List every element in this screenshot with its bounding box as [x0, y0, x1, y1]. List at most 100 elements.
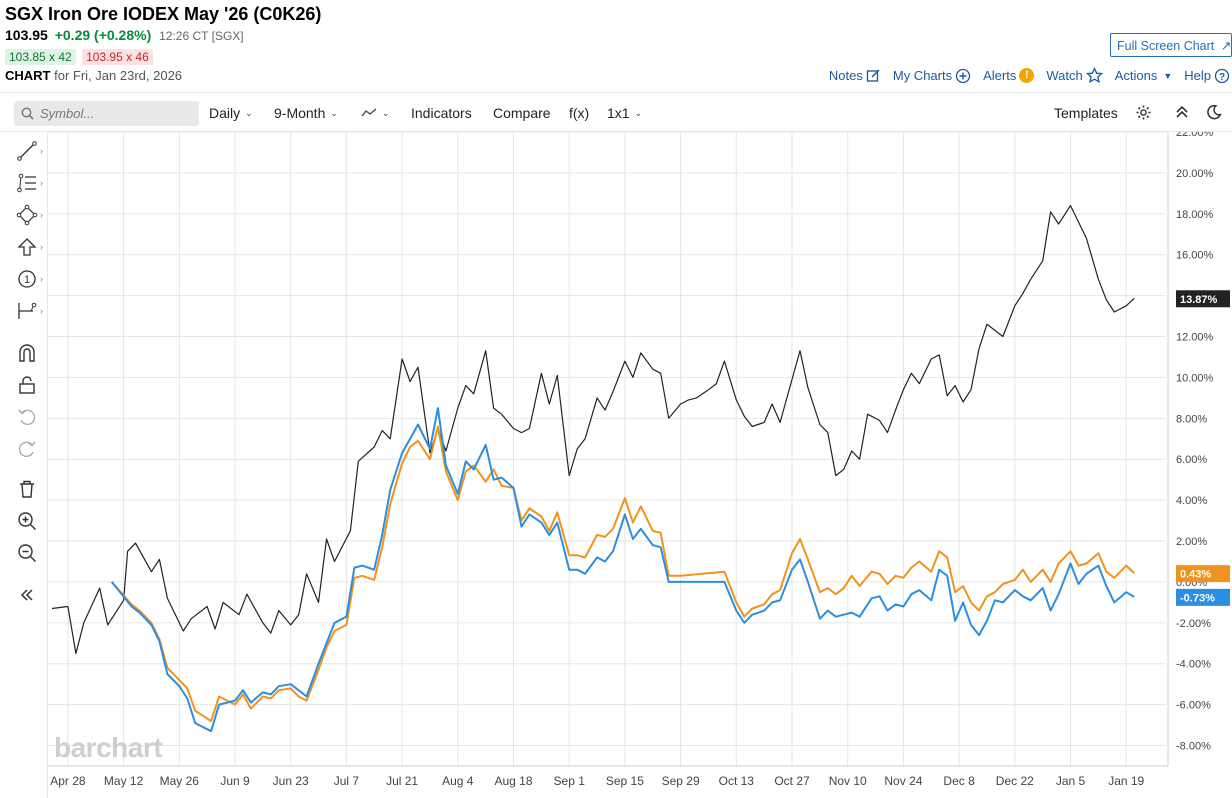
annotation-tool-icon[interactable]: 1 [16, 268, 38, 290]
moon-icon[interactable] [1206, 104, 1222, 120]
chart-label: CHART [5, 68, 51, 83]
my-charts-label: My Charts [892, 68, 953, 83]
y-tick-label: 20.00% [1176, 168, 1214, 180]
x-axis: Apr 28 May 12 May 26 Jun 9 Jun 23 Jul 7 Jul 21… [48, 765, 1168, 788]
y-tick-label: 12.00% [1176, 332, 1214, 344]
redo-icon[interactable] [16, 438, 38, 460]
price-chart[interactable]: 22.00%20.00%18.00%16.00%14.00%12.00%10.0… [48, 132, 1232, 798]
indicators-button[interactable]: Indicators [411, 105, 472, 121]
x-tick-label: Jul 21 [386, 774, 418, 788]
line-chart-icon [361, 108, 377, 117]
help-label: Help [1184, 68, 1211, 83]
chart-series [51, 205, 1135, 733]
chevron-down-icon: ⌄ [382, 108, 390, 118]
bid-badge: 103.85 x 42 [5, 49, 76, 65]
drawing-tools-panel: › › › › 1 › › [0, 132, 48, 798]
lock-icon[interactable] [16, 374, 38, 396]
templates-button[interactable]: Templates [1054, 105, 1118, 121]
full-screen-chart-button[interactable]: Full Screen Chart ↗ [1110, 33, 1232, 57]
x-tick-label: Dec 8 [943, 774, 975, 788]
y-tick-label: 16.00% [1176, 250, 1214, 262]
y-tick-label: 2.00% [1176, 536, 1207, 548]
series-line-2 [110, 407, 1135, 733]
x-tick-label: Aug 4 [442, 774, 474, 788]
chevron-right-icon[interactable]: › [40, 210, 43, 220]
notes-icon [866, 69, 880, 82]
fib-tool-icon[interactable] [16, 172, 38, 194]
chevron-right-icon[interactable]: › [40, 146, 43, 156]
zoom-in-icon[interactable] [16, 510, 38, 532]
alerts-button[interactable]: Alerts ! [983, 68, 1035, 83]
y-tick-label: -8.00% [1176, 741, 1211, 753]
help-icon: ? [1214, 68, 1230, 83]
y-tick-label: 22.00% [1176, 132, 1214, 139]
action-bar: Notes My Charts Alerts ! Watch Actions ▼… [829, 67, 1230, 84]
layout-select[interactable]: 1x1 ⌄ [607, 105, 642, 121]
chevron-right-icon[interactable]: › [40, 178, 43, 188]
x-tick-label: Oct 13 [719, 774, 755, 788]
x-tick-label: Sep 15 [606, 774, 644, 788]
chevron-right-icon[interactable]: › [40, 274, 43, 284]
shape-tool-icon[interactable] [16, 204, 38, 226]
y-tick-label: -2.00% [1176, 618, 1211, 630]
magnet-icon[interactable] [16, 342, 38, 364]
watch-button[interactable]: Watch [1046, 67, 1103, 84]
notes-label: Notes [828, 68, 863, 83]
series-line-1 [110, 425, 1135, 722]
chart-type-select[interactable]: ⌄ [361, 105, 390, 121]
x-tick-label: Jun 9 [220, 774, 250, 788]
gear-icon[interactable] [1135, 104, 1152, 121]
series-line-0 [51, 205, 1135, 655]
chevron-right-icon[interactable]: › [40, 242, 43, 252]
line-tool-icon[interactable] [16, 140, 38, 162]
last-value-labels: 13.87% 0.43% -0.73% [1176, 290, 1230, 606]
chevron-down-icon: ⌄ [634, 108, 643, 118]
notes-button[interactable]: Notes [829, 68, 881, 83]
external-arrow-icon: ↗ [1220, 39, 1232, 53]
x-tick-label: Oct 27 [774, 774, 810, 788]
alerts-label: Alerts [983, 68, 1017, 83]
chevron-down-icon: ▼ [1163, 70, 1173, 81]
chevrons-up-icon[interactable] [1175, 104, 1189, 120]
chart-grid [48, 132, 1166, 766]
svg-text:1: 1 [24, 274, 30, 286]
x-tick-label: Aug 18 [494, 774, 532, 788]
actions-menu[interactable]: Actions ▼ [1115, 68, 1173, 83]
x-tick-label: Nov 24 [884, 774, 922, 788]
last-value-badge-2: -0.73% [1176, 588, 1230, 606]
star-icon [1085, 67, 1103, 84]
trash-icon[interactable] [16, 478, 38, 500]
y-tick-label: 6.00% [1176, 454, 1207, 466]
measure-tool-icon[interactable] [16, 300, 38, 322]
symbol-search-input[interactable]: Symbol... [14, 101, 199, 126]
last-value-box [1176, 290, 1230, 308]
compare-button[interactable]: Compare [493, 105, 551, 121]
y-tick-label: 18.00% [1176, 209, 1214, 221]
search-icon [21, 107, 34, 120]
x-tick-label: Dec 22 [996, 774, 1034, 788]
period-select[interactable]: 9-Month ⌄ [274, 105, 338, 121]
last-value-label: 13.87% [1180, 294, 1218, 306]
quote-time: 12:26 CT [SGX] [159, 29, 244, 43]
ask-badge: 103.95 x 46 [82, 49, 153, 65]
alert-icon: ! [1019, 68, 1035, 83]
x-tick-label: Jul 7 [334, 774, 360, 788]
fx-button[interactable]: f(x) [569, 105, 590, 121]
collapse-icon[interactable] [16, 584, 38, 606]
arrow-tool-icon[interactable] [16, 236, 38, 258]
last-value-label: -0.73% [1180, 592, 1215, 604]
help-button[interactable]: Help ? [1184, 68, 1230, 84]
undo-icon[interactable] [16, 406, 38, 428]
watch-label: Watch [1046, 68, 1083, 83]
chevron-right-icon[interactable]: › [40, 306, 43, 316]
layout-label: 1x1 [607, 105, 630, 121]
x-tick-label: May 12 [104, 774, 144, 788]
y-tick-label: 10.00% [1176, 372, 1214, 384]
x-tick-label: Nov 10 [829, 774, 867, 788]
my-charts-button[interactable]: My Charts [893, 68, 971, 84]
interval-label: Daily [209, 105, 241, 121]
add-icon [955, 68, 971, 83]
last-value-box [1176, 588, 1230, 606]
zoom-out-icon[interactable] [16, 542, 38, 564]
interval-select[interactable]: Daily ⌄ [209, 105, 253, 121]
